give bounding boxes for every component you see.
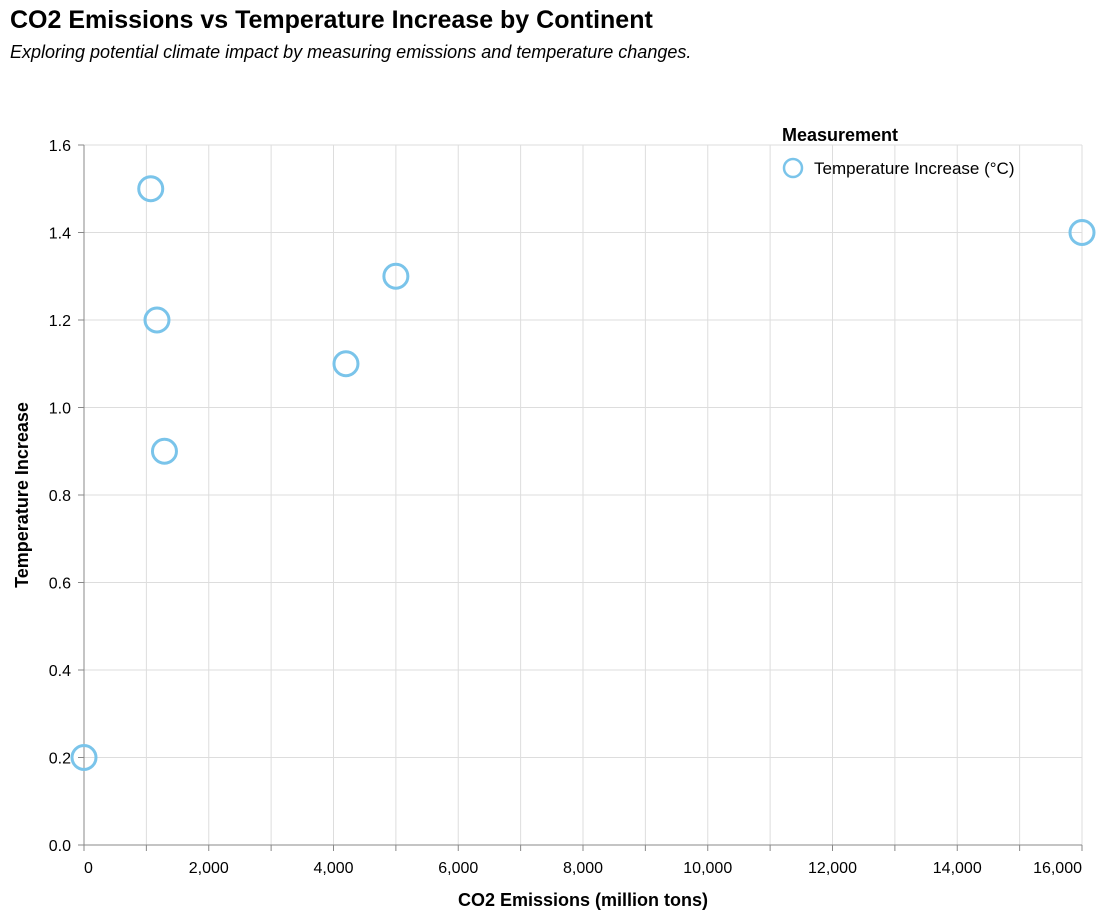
legend-title: Measurement xyxy=(782,125,898,145)
data-point xyxy=(143,306,171,334)
chart-subtitle: Exploring potential climate impact by me… xyxy=(10,42,692,62)
legend-symbol xyxy=(782,157,804,179)
data-point xyxy=(382,262,410,290)
chart-title: CO2 Emissions vs Temperature Increase by… xyxy=(10,6,653,34)
y-tick-label: 0.4 xyxy=(49,663,71,680)
data-point xyxy=(137,175,165,203)
x-tick-label: 10,000 xyxy=(683,860,732,877)
data-point xyxy=(332,350,360,378)
grid-lines xyxy=(83,144,1083,846)
legend-label: Temperature Increase (°C) xyxy=(814,159,1014,178)
x-tick-label: 12,000 xyxy=(808,860,857,877)
y-tick-label: 0.2 xyxy=(49,751,71,768)
y-tick-label: 0.0 xyxy=(49,838,71,855)
data-point xyxy=(1068,219,1096,246)
x-axis-title: CO2 Emissions (million tons) xyxy=(458,890,708,910)
y-tick-label: 0.8 xyxy=(49,488,71,505)
y-tick-label: 0.6 xyxy=(49,576,71,593)
y-tick-label: 1.4 xyxy=(49,226,71,243)
x-tick-label: 6,000 xyxy=(438,860,478,877)
x-tick-label: 8,000 xyxy=(563,860,603,877)
y-axis-title: Temperature Increase xyxy=(12,402,32,588)
data-points xyxy=(70,175,1096,771)
y-tick-label: 1.0 xyxy=(49,401,71,418)
x-tick-label: 2,000 xyxy=(189,860,229,877)
legend: Measurement Temperature Increase (°C) xyxy=(782,125,1014,179)
y-tick-label: 1.2 xyxy=(49,313,71,330)
x-tick-label: 0 xyxy=(84,860,93,877)
x-tick-label: 4,000 xyxy=(313,860,353,877)
y-tick-label: 1.6 xyxy=(49,138,71,155)
x-tick-label: 14,000 xyxy=(933,860,982,877)
data-point xyxy=(70,744,98,771)
data-point xyxy=(150,437,178,465)
x-tick-label: 16,000 xyxy=(1033,860,1082,877)
axes: 0 2,000 4,000 6,000 8,000 10,000 12,000 14,000 1… xyxy=(49,138,1083,877)
